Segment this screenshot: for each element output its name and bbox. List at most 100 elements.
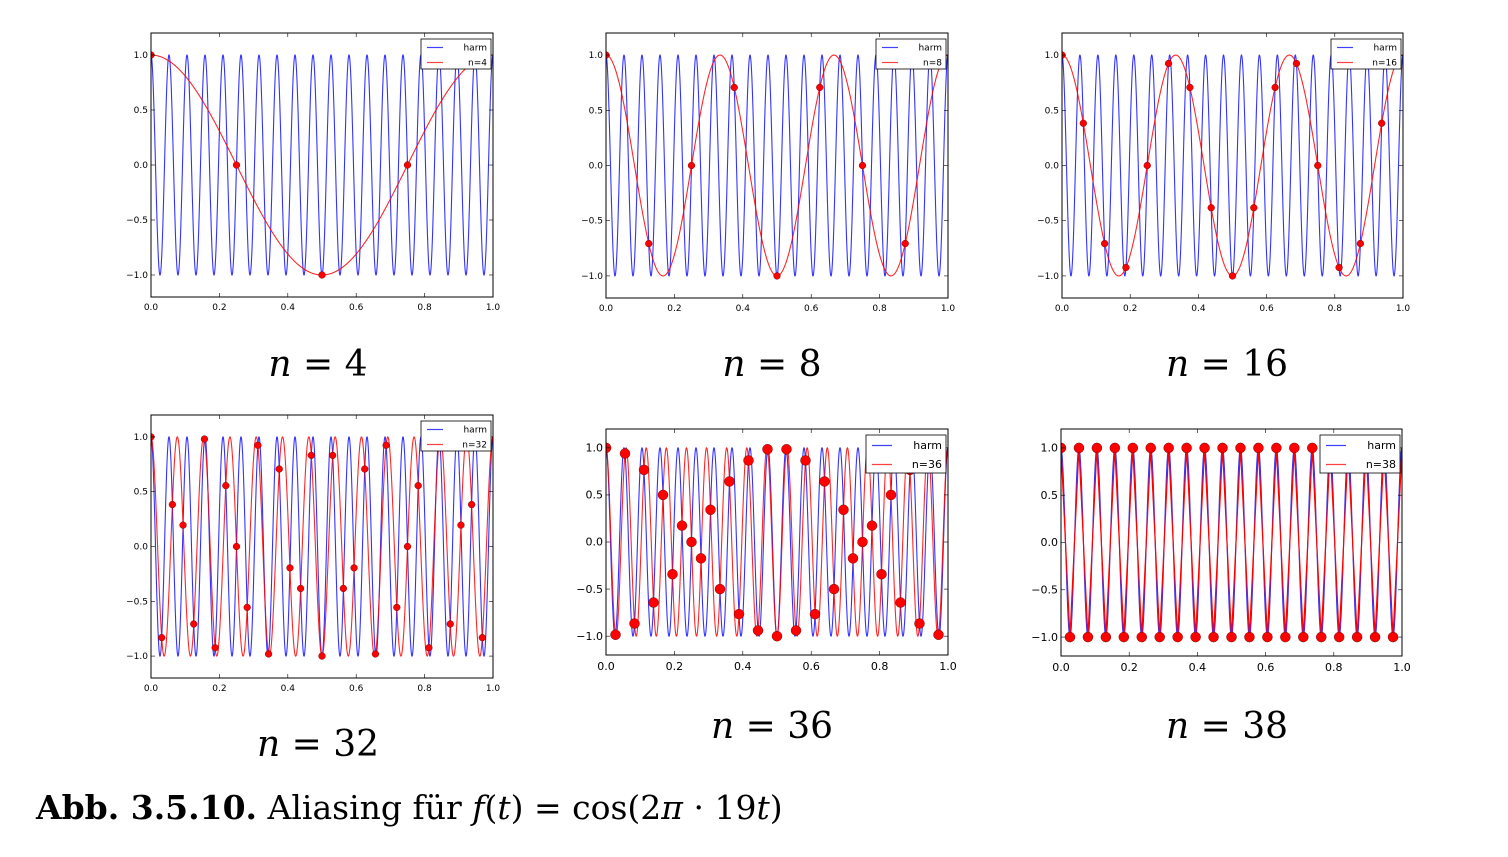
x-tick-label: 0.2 bbox=[666, 660, 684, 673]
sample-point bbox=[1145, 442, 1156, 454]
y-tick-label: 1.0 bbox=[1041, 442, 1059, 455]
y-tick-label: 0.0 bbox=[589, 162, 604, 172]
sample-point bbox=[667, 569, 678, 580]
legend: harm n=38 bbox=[1319, 434, 1401, 474]
sample-point bbox=[773, 272, 781, 280]
sample-point bbox=[382, 441, 390, 449]
sample-point bbox=[1079, 119, 1087, 127]
sample-point bbox=[339, 584, 347, 593]
legend: harm n=4 bbox=[420, 38, 492, 70]
sample-point bbox=[857, 536, 868, 548]
sample-point bbox=[200, 435, 209, 443]
legend-label: harm bbox=[1373, 44, 1397, 54]
y-tick-label: 0.0 bbox=[134, 161, 149, 171]
sample-point bbox=[468, 500, 476, 509]
sample-point bbox=[847, 553, 859, 564]
x-tick-label: 0.4 bbox=[734, 660, 752, 673]
sample-point bbox=[1118, 631, 1130, 643]
sample-point bbox=[838, 504, 849, 515]
x-tick-label: 0.4 bbox=[1189, 661, 1207, 674]
sample-point bbox=[318, 652, 326, 660]
sample-point bbox=[790, 625, 802, 636]
y-tick-label: 1.0 bbox=[1045, 51, 1060, 61]
sample-point bbox=[885, 489, 897, 501]
x-tick-label: 1.0 bbox=[1393, 661, 1411, 674]
sample-point bbox=[1199, 442, 1210, 454]
sample-point bbox=[1387, 631, 1399, 643]
sample-point bbox=[1235, 442, 1246, 454]
y-tick-label: 0.5 bbox=[134, 106, 148, 116]
y-tick-label: 0.5 bbox=[589, 106, 603, 116]
y-tick-label: −0.5 bbox=[576, 583, 603, 596]
harm-series-line bbox=[151, 54, 493, 276]
sample-point bbox=[1307, 442, 1318, 454]
panel-caption-n38: n = 38 bbox=[1165, 706, 1289, 747]
plot-panel-n8: 0.0 0.2 0.4 0.6 0.8 1.0 −1.0 −0.5 0.0 0.5 1.0 harm n… bbox=[581, 32, 956, 314]
x-tick-label: 0.2 bbox=[1123, 304, 1137, 314]
plot-area bbox=[151, 433, 493, 660]
plot-area bbox=[1061, 442, 1402, 643]
sample-point bbox=[895, 597, 906, 608]
sample-point bbox=[190, 620, 198, 628]
y-tick-label: 1.0 bbox=[134, 433, 149, 443]
y-tick-label: −0.5 bbox=[126, 597, 148, 607]
y-tick-label: 0.0 bbox=[134, 543, 149, 553]
sample-point bbox=[933, 629, 944, 640]
legend: harm n=8 bbox=[875, 38, 947, 70]
sample-point bbox=[1091, 442, 1103, 454]
sample-point bbox=[1298, 631, 1309, 643]
x-tick-label: 0.6 bbox=[349, 303, 364, 313]
panel-caption-n4: n = 4 bbox=[268, 344, 368, 385]
panel-caption-n32: n = 32 bbox=[256, 724, 380, 765]
legend-label: n=36 bbox=[912, 458, 942, 471]
legend-box bbox=[1319, 434, 1401, 474]
y-tick-label: 0.0 bbox=[586, 536, 604, 549]
sample-point bbox=[1172, 631, 1183, 643]
x-tick-label: 0.6 bbox=[349, 684, 364, 694]
legend: harm n=16 bbox=[1330, 38, 1402, 70]
legend-box bbox=[1330, 38, 1402, 70]
y-tick-label: 0.5 bbox=[586, 489, 604, 502]
sample-point bbox=[1217, 442, 1228, 454]
sample-point bbox=[858, 161, 867, 170]
x-tick-label: 1.0 bbox=[486, 303, 501, 313]
sample-point bbox=[1163, 442, 1174, 454]
sample-point bbox=[762, 444, 773, 455]
sample-point bbox=[254, 441, 262, 449]
x-tick-label: 0.8 bbox=[417, 684, 432, 694]
x-tick-label: 0.6 bbox=[1257, 661, 1275, 674]
plot-panel-n32: 0.0 0.2 0.4 0.6 0.8 1.0 −1.0 −0.5 0.0 0.5 1.0 harm n… bbox=[126, 414, 500, 694]
sample-point bbox=[676, 520, 688, 531]
legend-box bbox=[420, 420, 492, 452]
sample-point bbox=[733, 608, 745, 620]
x-tick-label: 0.2 bbox=[667, 304, 681, 314]
x-tick-label: 1.0 bbox=[941, 304, 956, 314]
harm-series-line bbox=[606, 54, 948, 277]
x-tick-label: 0.2 bbox=[1120, 661, 1138, 674]
legend-box bbox=[875, 38, 947, 70]
sample-point bbox=[1064, 631, 1076, 643]
sample-point bbox=[1109, 442, 1121, 454]
x-tick-label: 0.8 bbox=[1325, 661, 1343, 674]
sample-point bbox=[222, 482, 230, 490]
sample-point bbox=[1136, 631, 1147, 643]
sample-point bbox=[1122, 263, 1130, 272]
y-tick-label: −1.0 bbox=[126, 271, 148, 281]
legend-label: harm bbox=[463, 44, 487, 54]
sample-point bbox=[705, 504, 716, 515]
sample-point bbox=[1333, 631, 1345, 643]
sample-point bbox=[695, 553, 707, 564]
sample-point bbox=[619, 448, 631, 459]
sample-point bbox=[1271, 442, 1282, 454]
y-tick-label: 1.0 bbox=[589, 51, 604, 61]
sample-point bbox=[809, 608, 821, 620]
axes-frame bbox=[605, 32, 949, 299]
sample-point bbox=[1250, 204, 1258, 212]
y-tick-label: 0.5 bbox=[1041, 489, 1059, 502]
figure-formula: f(t) = cos(2π · 19t) bbox=[472, 788, 783, 827]
sample-point bbox=[1101, 239, 1109, 248]
y-tick-label: −1.0 bbox=[576, 630, 603, 643]
legend: harm n=32 bbox=[420, 420, 492, 452]
panel-caption-n16: n = 16 bbox=[1165, 344, 1289, 385]
sample-point bbox=[264, 650, 273, 658]
